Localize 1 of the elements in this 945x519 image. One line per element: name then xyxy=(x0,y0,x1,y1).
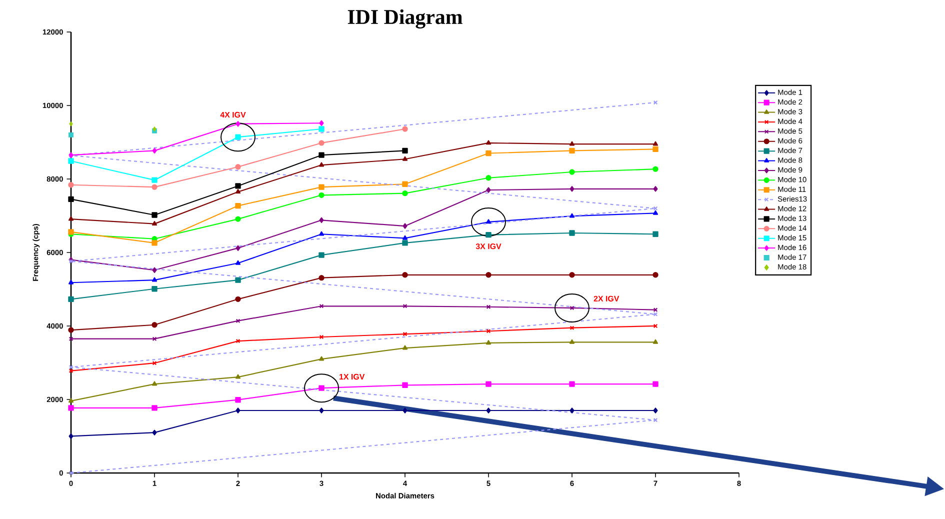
chart-title: IDI Diagram xyxy=(348,9,462,28)
